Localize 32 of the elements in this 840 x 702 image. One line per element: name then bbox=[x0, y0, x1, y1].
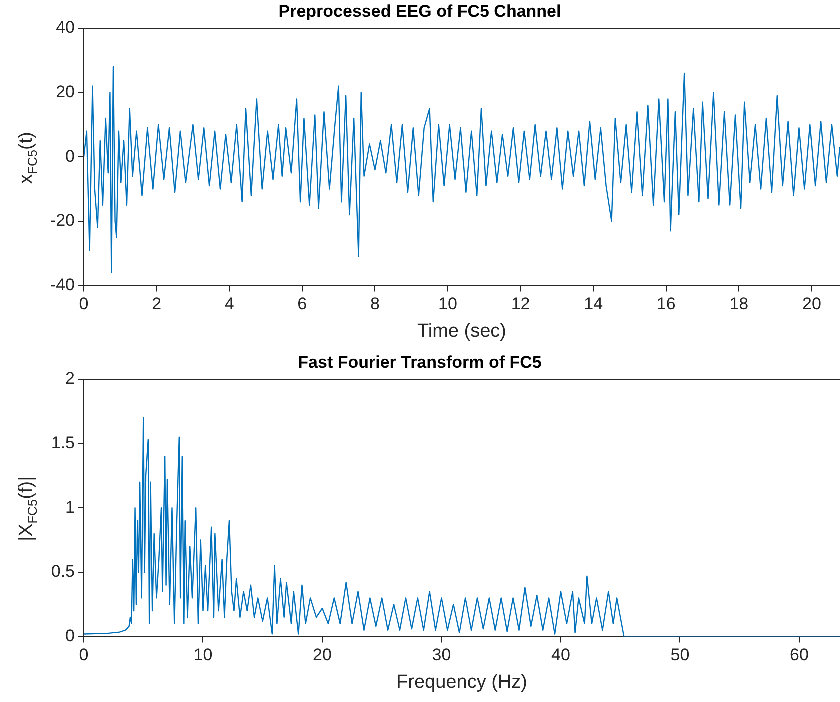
x-tick-label: 8 bbox=[370, 294, 380, 314]
x-tick-label: 20 bbox=[313, 646, 332, 665]
x-tick-label: 60 bbox=[790, 646, 809, 665]
y-tick-label: 20 bbox=[56, 82, 75, 102]
chart-title: Preprocessed EEG of FC5 Channel bbox=[278, 2, 562, 21]
y-tick-label: 0.5 bbox=[51, 562, 75, 582]
y-tick-label: -20 bbox=[50, 211, 75, 230]
x-tick-label: 14 bbox=[584, 294, 604, 314]
x-tick-label: 2 bbox=[152, 294, 162, 314]
x-tick-label: 18 bbox=[730, 294, 749, 314]
y-tick-label: 1 bbox=[66, 498, 75, 517]
x-tick-label: 16 bbox=[656, 294, 676, 314]
x-tick-label: 0 bbox=[79, 294, 89, 314]
x-tick-label: 40 bbox=[552, 646, 570, 665]
x-axis-title: Frequency (Hz) bbox=[396, 672, 528, 693]
x-tick-label: 20 bbox=[802, 294, 822, 314]
y-tick-label: 40 bbox=[56, 18, 75, 38]
x-tick-label: 10 bbox=[438, 294, 458, 314]
y-tick-label: -40 bbox=[50, 275, 75, 294]
x-tick-label: 4 bbox=[224, 294, 234, 314]
y-tick-label: 0 bbox=[66, 626, 75, 646]
x-tick-label: 6 bbox=[298, 294, 308, 314]
x-tick-label: 30 bbox=[432, 646, 452, 665]
x-tick-label: 50 bbox=[670, 646, 690, 665]
x-axis-title: Time (sec) bbox=[417, 320, 507, 342]
x-tick-label: 10 bbox=[194, 646, 213, 665]
y-tick-label: 0 bbox=[66, 146, 75, 166]
x-tick-label: 12 bbox=[511, 294, 530, 314]
chart-title: Fast Fourier Transform of FC5 bbox=[298, 352, 542, 372]
x-tick-label: 0 bbox=[79, 646, 89, 665]
y-tick-label: 2 bbox=[66, 369, 75, 388]
y-tick-label: 1.5 bbox=[51, 433, 75, 452]
